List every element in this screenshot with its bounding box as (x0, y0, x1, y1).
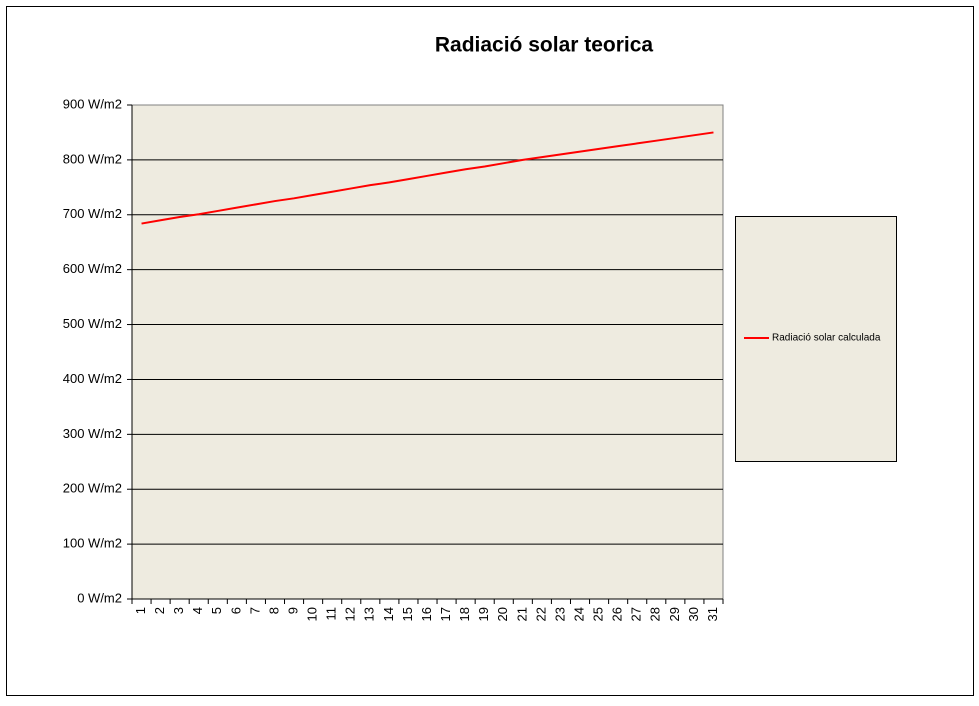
x-tick-label: 6 (228, 607, 243, 614)
x-tick-label: 30 (686, 607, 701, 621)
x-tick-label: 25 (591, 607, 606, 621)
plot-area (131, 104, 724, 600)
x-tick-label: 18 (457, 607, 472, 621)
x-tick-label: 4 (190, 607, 205, 614)
y-tick-label: 500 W/m2 (63, 316, 122, 331)
x-tick-label: 1 (133, 607, 148, 614)
x-tick-label: 8 (266, 607, 281, 614)
x-tick-label: 14 (381, 607, 396, 621)
x-tick-label: 19 (476, 607, 491, 621)
y-tick-label: 700 W/m2 (63, 206, 122, 221)
x-tick-label: 26 (610, 607, 625, 621)
y-tick-label: 100 W/m2 (63, 536, 122, 551)
y-tick-label: 400 W/m2 (63, 371, 122, 386)
x-tick-label: 13 (362, 607, 377, 621)
data-line (141, 131, 714, 225)
y-tick-label: 0 W/m2 (77, 590, 122, 605)
x-tick-label: 20 (495, 607, 510, 621)
legend-label: Radiació solar calculada (772, 333, 881, 344)
x-tick-label: 28 (648, 607, 663, 621)
x-tick-label: 11 (324, 607, 339, 621)
y-tick-label: 600 W/m2 (63, 261, 122, 276)
x-tick-label: 2 (152, 607, 167, 614)
x-tick-label: 24 (571, 607, 586, 621)
x-tick-label: 7 (247, 607, 262, 614)
x-tick-label: 22 (533, 607, 548, 621)
chart-title: Radiació solar teorica (435, 34, 654, 57)
x-tick-label: 15 (400, 607, 415, 621)
x-tick-label: 29 (667, 607, 682, 621)
y-tick-label: 300 W/m2 (63, 426, 122, 441)
x-tick-label: 27 (629, 607, 644, 621)
x-tick-label: 10 (305, 607, 320, 621)
x-tick-label: 23 (552, 607, 567, 621)
x-tick-label: 16 (419, 607, 434, 621)
y-tick-label: 200 W/m2 (63, 481, 122, 496)
x-tick-label: 9 (285, 607, 300, 614)
x-tick-label: 21 (514, 607, 529, 621)
y-tick-label: 900 W/m2 (63, 96, 122, 111)
x-tick-label: 3 (171, 607, 186, 614)
x-tick-label: 12 (343, 607, 358, 621)
x-tick-label: 5 (209, 607, 224, 614)
y-tick-label: 800 W/m2 (63, 151, 122, 166)
x-tick-label: 31 (705, 607, 720, 621)
x-tick-label: 17 (438, 607, 453, 621)
